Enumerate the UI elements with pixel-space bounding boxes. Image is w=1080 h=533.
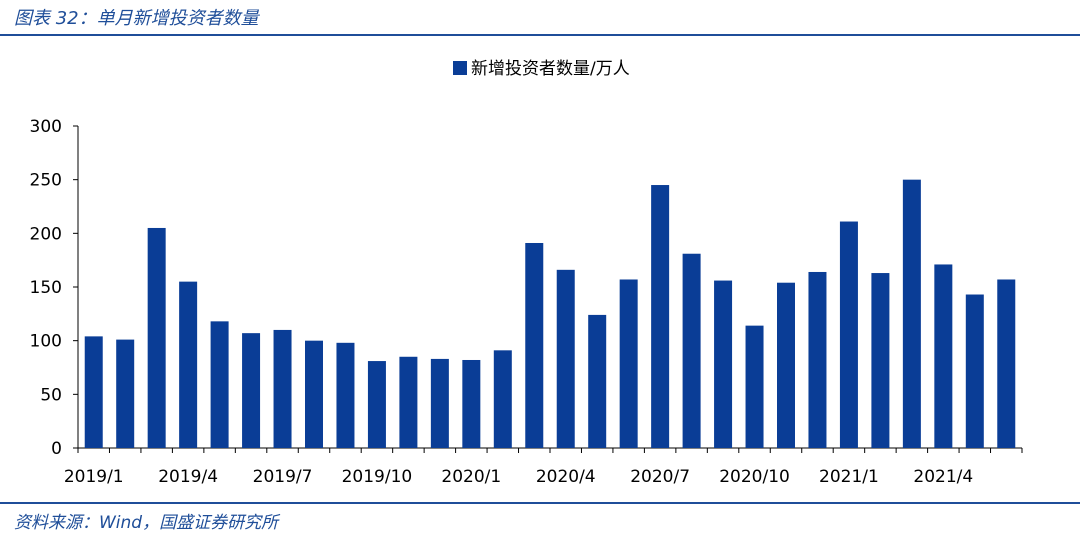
bar bbox=[777, 282, 795, 448]
bar bbox=[210, 321, 229, 448]
bar bbox=[147, 227, 166, 448]
bar bbox=[242, 333, 261, 448]
x-tick-label: 2019/4 bbox=[158, 467, 218, 487]
bar bbox=[430, 358, 449, 448]
bar bbox=[619, 279, 638, 448]
bar bbox=[934, 264, 953, 448]
figure-footer: 资料来源：Wind，国盛证券研究所 bbox=[0, 502, 1080, 533]
bar bbox=[902, 179, 921, 448]
bar bbox=[336, 342, 355, 448]
bar bbox=[525, 242, 544, 448]
figure-header: 图表 32：单月新增投资者数量 bbox=[0, 0, 1080, 36]
source-note: 资料来源：Wind，国盛证券研究所 bbox=[14, 513, 279, 533]
bar bbox=[714, 280, 733, 448]
bar bbox=[84, 336, 103, 448]
x-tick-label: 2019/10 bbox=[342, 467, 413, 487]
bar bbox=[493, 350, 512, 448]
y-tick-label: 50 bbox=[40, 385, 62, 405]
y-tick-label: 0 bbox=[51, 439, 62, 459]
bar bbox=[871, 273, 890, 448]
x-tick-label: 2020/7 bbox=[630, 467, 690, 487]
y-tick-label: 100 bbox=[30, 332, 62, 352]
x-tick-label: 2021/4 bbox=[913, 467, 973, 487]
bar bbox=[965, 294, 984, 448]
bar bbox=[651, 185, 670, 449]
bar bbox=[273, 329, 292, 448]
legend-swatch bbox=[453, 61, 467, 75]
bar bbox=[682, 253, 701, 448]
bar bbox=[399, 356, 418, 448]
x-tick-label: 2020/1 bbox=[441, 467, 501, 487]
y-tick-label: 250 bbox=[30, 171, 62, 191]
x-tick-label: 2021/1 bbox=[819, 467, 879, 487]
bar bbox=[745, 325, 764, 448]
bar-series bbox=[84, 179, 1016, 449]
bar bbox=[116, 339, 135, 448]
y-tick-label: 150 bbox=[30, 278, 62, 298]
legend-label: 新增投资者数量/万人 bbox=[471, 59, 630, 79]
bar bbox=[808, 271, 827, 448]
bar bbox=[588, 314, 607, 448]
y-tick-label: 300 bbox=[30, 117, 62, 137]
x-tick-label: 2019/7 bbox=[253, 467, 313, 487]
bar bbox=[179, 281, 198, 448]
bar bbox=[367, 361, 386, 448]
bar bbox=[556, 269, 575, 448]
bar bbox=[839, 221, 858, 448]
y-tick-label: 200 bbox=[30, 224, 62, 244]
y-axis: 0 50 100 150 200 250 300 bbox=[30, 117, 79, 459]
legend: 新增投资者数量/万人 bbox=[453, 59, 630, 79]
x-tick-label: 2020/4 bbox=[536, 467, 596, 487]
bar bbox=[462, 359, 481, 448]
bar bbox=[305, 340, 323, 448]
bar bbox=[997, 279, 1016, 448]
x-axis: 2019/1 2019/4 2019/7 2019/10 2020/1 2020/4 202… bbox=[64, 447, 1023, 487]
x-tick-label: 2020/10 bbox=[719, 467, 790, 487]
figure-title: 图表 32：单月新增投资者数量 bbox=[14, 8, 259, 29]
x-tick-label: 2019/1 bbox=[64, 467, 124, 487]
